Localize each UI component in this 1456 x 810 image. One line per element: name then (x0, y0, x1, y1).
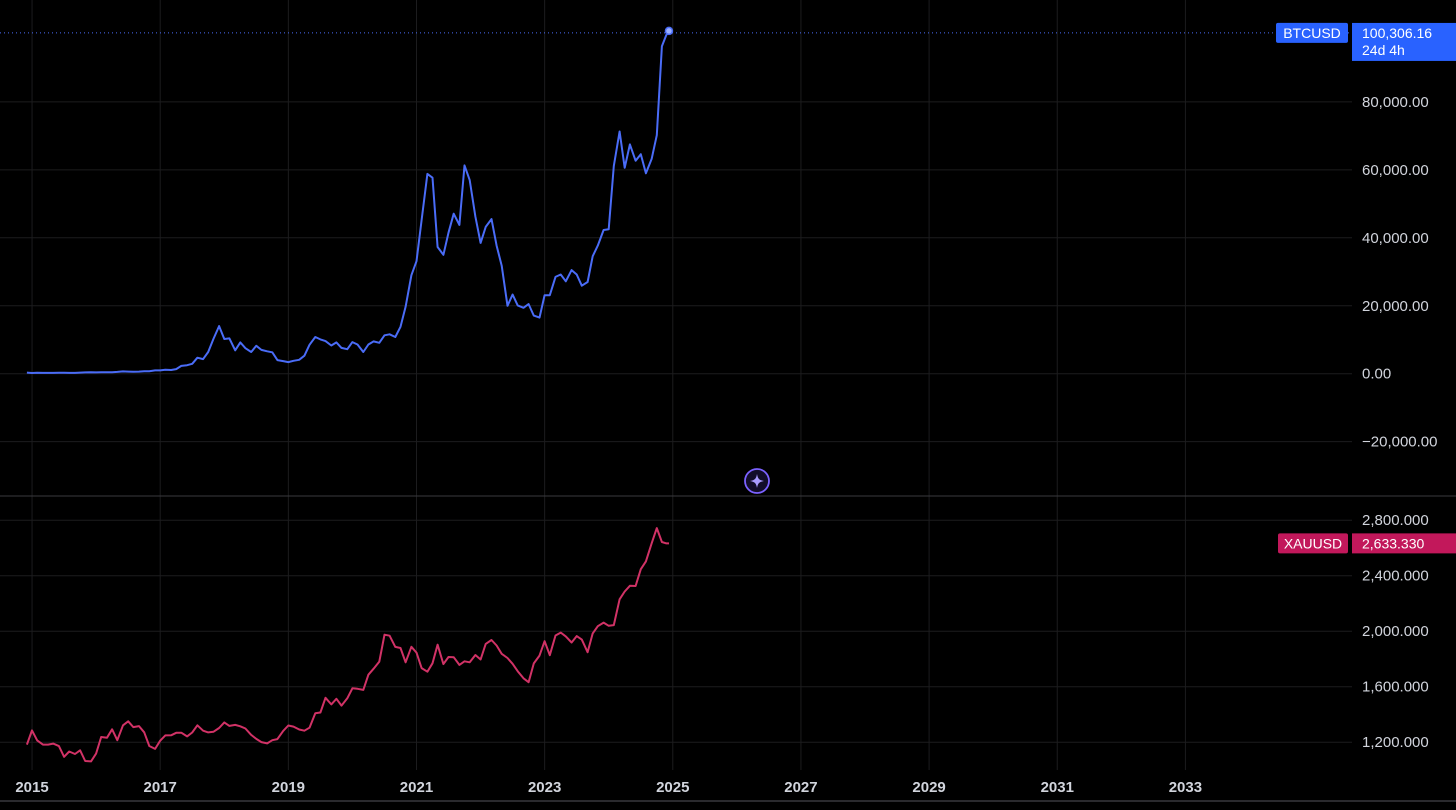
time-axis-tick-label: 2021 (400, 779, 433, 796)
btc-price-tick-label: −20,000.00 (1362, 434, 1438, 451)
time-axis-tick-label: 2033 (1169, 779, 1202, 796)
btc-symbol-label: BTCUSD (1283, 25, 1341, 41)
btc-price-line[interactable] (26, 32, 670, 374)
btc-value-label: 100,306.16 (1362, 25, 1432, 41)
xau-value-label: 2,633.330 (1362, 535, 1424, 551)
xau-price-tick-label: 2,800.000 (1362, 512, 1429, 529)
xau-price-tick-label: 1,600.000 (1362, 679, 1429, 696)
time-axis-tick-label: 2017 (144, 779, 177, 796)
time-axis[interactable]: 2015 2017 2019 2021 2023 2025 2027 2029 2031 2033 (15, 779, 1202, 796)
sparkle-icon-star (750, 474, 764, 488)
xau-pane[interactable] (25, 527, 669, 763)
btc-symbol-badge (1276, 22, 1348, 43)
btc-price-tick-label: 80,000.00 (1362, 94, 1429, 111)
time-axis-tick-label: 2023 (528, 779, 561, 796)
time-axis-tick-label: 2025 (656, 779, 689, 796)
btc-price-tick-label: 40,000.00 (1362, 230, 1429, 247)
btc-price-tick-label: 0.00 (1362, 366, 1391, 383)
xau-value-badge (1352, 533, 1456, 554)
time-axis-tick-label: 2019 (272, 779, 305, 796)
btc-pane[interactable] (0, 26, 1352, 374)
xau-price-tick-label: 2,000.000 (1362, 623, 1429, 640)
grid-lines (0, 0, 1352, 770)
btc-price-tick-label: 20,000.00 (1362, 298, 1429, 315)
xau-price-line[interactable] (25, 527, 669, 763)
time-axis-tick-label: 2029 (912, 779, 945, 796)
btc-value-badge (1352, 22, 1456, 61)
pane-separator[interactable] (0, 495, 1456, 802)
btc-price-tick-label: 60,000.00 (1362, 162, 1429, 179)
btc-last-point (664, 26, 674, 36)
time-axis-tick-label: 2015 (15, 779, 48, 796)
sparkle-icon[interactable] (744, 468, 770, 494)
time-axis-tick-label: 2031 (1041, 779, 1074, 796)
xau-price-tick-label: 2,400.000 (1362, 568, 1429, 585)
price-axis[interactable]: −20,000.00 0.00 20,000.00 40,000.00 60,000.0… (1362, 94, 1438, 751)
ai-button-layer[interactable] (744, 468, 770, 494)
time-axis-tick-label: 2027 (784, 779, 817, 796)
xau-symbol-label: XAUUSD (1284, 535, 1342, 551)
xau-symbol-badge (1278, 533, 1348, 554)
btc-countdown-label: 24d 4h (1362, 42, 1405, 58)
xau-price-tick-label: 1,200.000 (1362, 734, 1429, 751)
